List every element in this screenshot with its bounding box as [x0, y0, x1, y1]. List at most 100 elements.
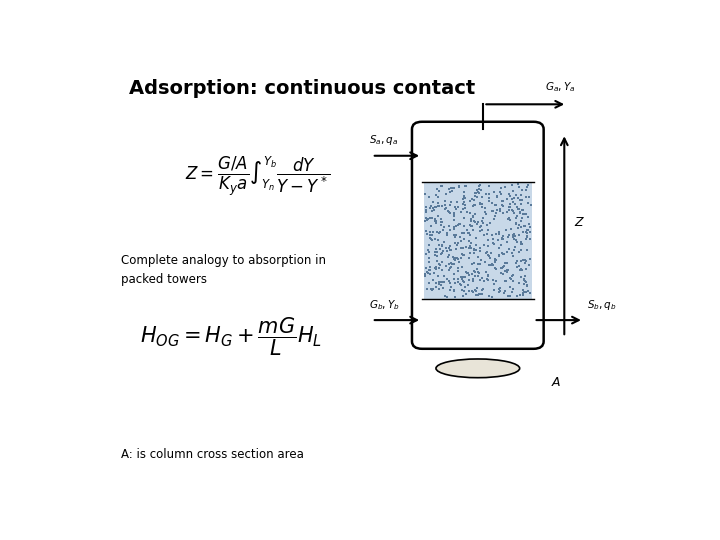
- Point: [497, 264, 508, 272]
- Point: [433, 264, 445, 273]
- Point: [521, 278, 532, 287]
- Point: [424, 213, 436, 222]
- Point: [474, 246, 486, 255]
- Point: [474, 269, 485, 278]
- Point: [504, 206, 516, 214]
- Point: [510, 191, 521, 200]
- Point: [509, 243, 521, 252]
- Point: [423, 240, 435, 249]
- Point: [490, 258, 501, 266]
- Point: [427, 198, 438, 206]
- Point: [459, 181, 471, 190]
- Point: [464, 244, 476, 253]
- Point: [467, 260, 478, 268]
- Point: [500, 183, 511, 192]
- Point: [513, 205, 525, 213]
- Point: [487, 276, 499, 285]
- Point: [427, 275, 438, 284]
- Point: [449, 233, 461, 241]
- Point: [449, 255, 460, 264]
- Point: [495, 286, 506, 295]
- Point: [516, 240, 527, 248]
- Point: [471, 265, 482, 273]
- Point: [506, 194, 518, 203]
- Point: [438, 271, 450, 280]
- Point: [448, 216, 459, 225]
- Point: [449, 254, 460, 262]
- Point: [423, 193, 434, 201]
- Point: [439, 197, 451, 205]
- Point: [429, 217, 441, 226]
- Point: [458, 198, 469, 207]
- Point: [476, 202, 487, 211]
- Point: [436, 278, 448, 287]
- Point: [494, 284, 505, 293]
- Point: [466, 239, 477, 247]
- Point: [467, 274, 479, 283]
- FancyBboxPatch shape: [412, 122, 544, 349]
- Point: [444, 286, 456, 294]
- Point: [513, 279, 525, 288]
- Point: [514, 208, 526, 217]
- Point: [454, 232, 465, 241]
- Point: [463, 271, 474, 279]
- Point: [471, 245, 482, 254]
- Point: [487, 234, 499, 243]
- Point: [508, 276, 519, 285]
- Point: [420, 214, 431, 222]
- Point: [446, 246, 457, 254]
- Point: [448, 225, 459, 233]
- Point: [488, 239, 500, 248]
- Point: [429, 264, 441, 272]
- Point: [486, 248, 498, 257]
- Point: [500, 276, 511, 285]
- Point: [478, 241, 490, 249]
- Point: [516, 214, 528, 222]
- Point: [474, 260, 486, 269]
- Point: [448, 231, 459, 240]
- Point: [467, 213, 479, 221]
- Point: [423, 254, 435, 262]
- Point: [449, 256, 460, 265]
- Point: [454, 219, 465, 228]
- Point: [448, 259, 459, 268]
- Point: [495, 205, 506, 213]
- Point: [510, 236, 521, 245]
- Point: [468, 212, 480, 220]
- Point: [508, 285, 519, 294]
- Point: [428, 269, 440, 278]
- Text: $S_b, q_b$: $S_b, q_b$: [587, 298, 616, 312]
- Point: [468, 246, 480, 254]
- Point: [472, 271, 483, 280]
- Point: [469, 218, 481, 227]
- Point: [423, 279, 435, 287]
- Point: [476, 225, 487, 234]
- Point: [433, 279, 444, 288]
- Point: [454, 279, 465, 288]
- Point: [464, 244, 475, 253]
- Point: [439, 200, 451, 209]
- Point: [460, 243, 472, 252]
- Point: [420, 190, 431, 198]
- Point: [436, 250, 447, 259]
- Point: [443, 266, 454, 274]
- Point: [427, 204, 438, 212]
- Point: [490, 212, 501, 220]
- Point: [511, 237, 523, 246]
- Point: [455, 254, 467, 262]
- Point: [517, 285, 528, 294]
- Point: [436, 248, 448, 257]
- Point: [490, 265, 501, 274]
- Point: [435, 221, 446, 230]
- Point: [521, 281, 533, 289]
- Point: [489, 264, 500, 273]
- Point: [456, 237, 467, 245]
- Point: [509, 199, 521, 208]
- Point: [501, 259, 513, 267]
- Point: [511, 202, 523, 211]
- Point: [431, 217, 442, 226]
- Point: [516, 217, 527, 226]
- Point: [426, 285, 437, 294]
- Point: [503, 190, 515, 198]
- Point: [498, 262, 509, 271]
